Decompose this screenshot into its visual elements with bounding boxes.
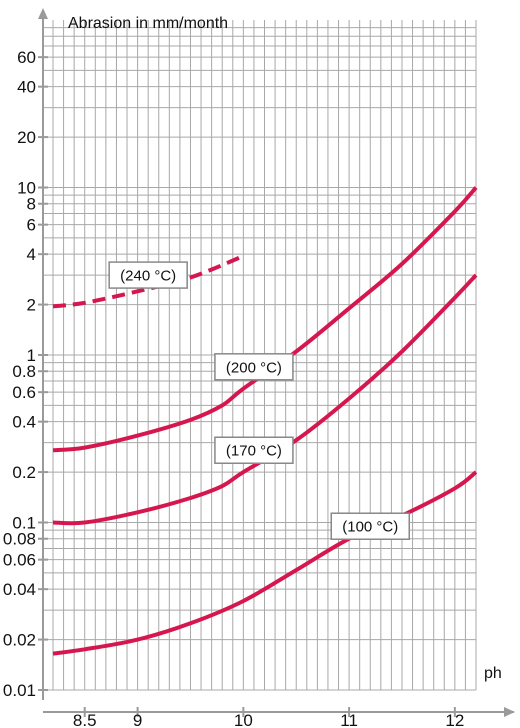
y-tick-label: 10 <box>17 179 36 198</box>
axes <box>38 8 515 717</box>
series-line-2 <box>52 273 478 526</box>
x-tick-label: 12 <box>445 711 464 728</box>
y-tick-label: 0.8 <box>12 362 36 381</box>
y-tick-label: 0.4 <box>12 413 36 432</box>
y-axis-title: Abrasion in mm/month <box>68 15 228 32</box>
x-tick-label: 9 <box>133 711 142 728</box>
series-label-3: (100 °C) <box>330 512 410 540</box>
series-label-1: (200 °C) <box>214 353 294 381</box>
series-label-0: (240 °C) <box>108 261 188 289</box>
y-tick-label: 0.08 <box>3 530 36 549</box>
x-axis-title: ph <box>484 665 502 682</box>
series-labels: (240 °C) (200 °C) (170 °C) (100 °C) <box>108 261 410 540</box>
y-tick-label: 0.01 <box>3 681 36 700</box>
y-tick-label: 0.1 <box>12 514 36 533</box>
y-tick-label: 2 <box>27 296 36 315</box>
y-tick-label: 1 <box>27 346 36 365</box>
series-label-text: (240 °C) <box>120 268 176 285</box>
series-label-box <box>330 512 410 540</box>
y-tick-label: 0.6 <box>12 383 36 402</box>
y-tick-label: 8 <box>27 195 36 214</box>
y-tick-label: 0.04 <box>3 580 36 599</box>
y-tick-label: 0.06 <box>3 551 36 570</box>
y-tick-label: 60 <box>17 48 36 67</box>
series-label-box <box>214 436 294 464</box>
series-label-box <box>214 353 294 381</box>
tick-labels: 0.010.020.040.060.080.10.20.40.60.812468… <box>3 48 464 728</box>
x-tick-label: 10 <box>234 711 253 728</box>
y-tick-label: 6 <box>27 216 36 235</box>
series-label-2: (170 °C) <box>214 436 294 464</box>
y-tick-label: 0.02 <box>3 631 36 650</box>
series-label-text: (200 °C) <box>226 359 282 376</box>
series-line-0 <box>52 254 245 309</box>
series-label-text: (170 °C) <box>226 443 282 460</box>
y-tick-label: 40 <box>17 78 36 97</box>
series-group <box>52 186 478 656</box>
y-tick-label: 4 <box>27 245 36 264</box>
series-label-text: (100 °C) <box>342 519 398 536</box>
y-tick-label: 20 <box>17 128 36 147</box>
series-label-box <box>108 261 188 289</box>
series-line-3 <box>52 470 478 656</box>
y-tick-label: 0.2 <box>12 463 36 482</box>
x-tick-label: 8.5 <box>73 711 97 728</box>
series-line-1 <box>52 186 478 453</box>
x-tick-label: 11 <box>340 711 358 728</box>
